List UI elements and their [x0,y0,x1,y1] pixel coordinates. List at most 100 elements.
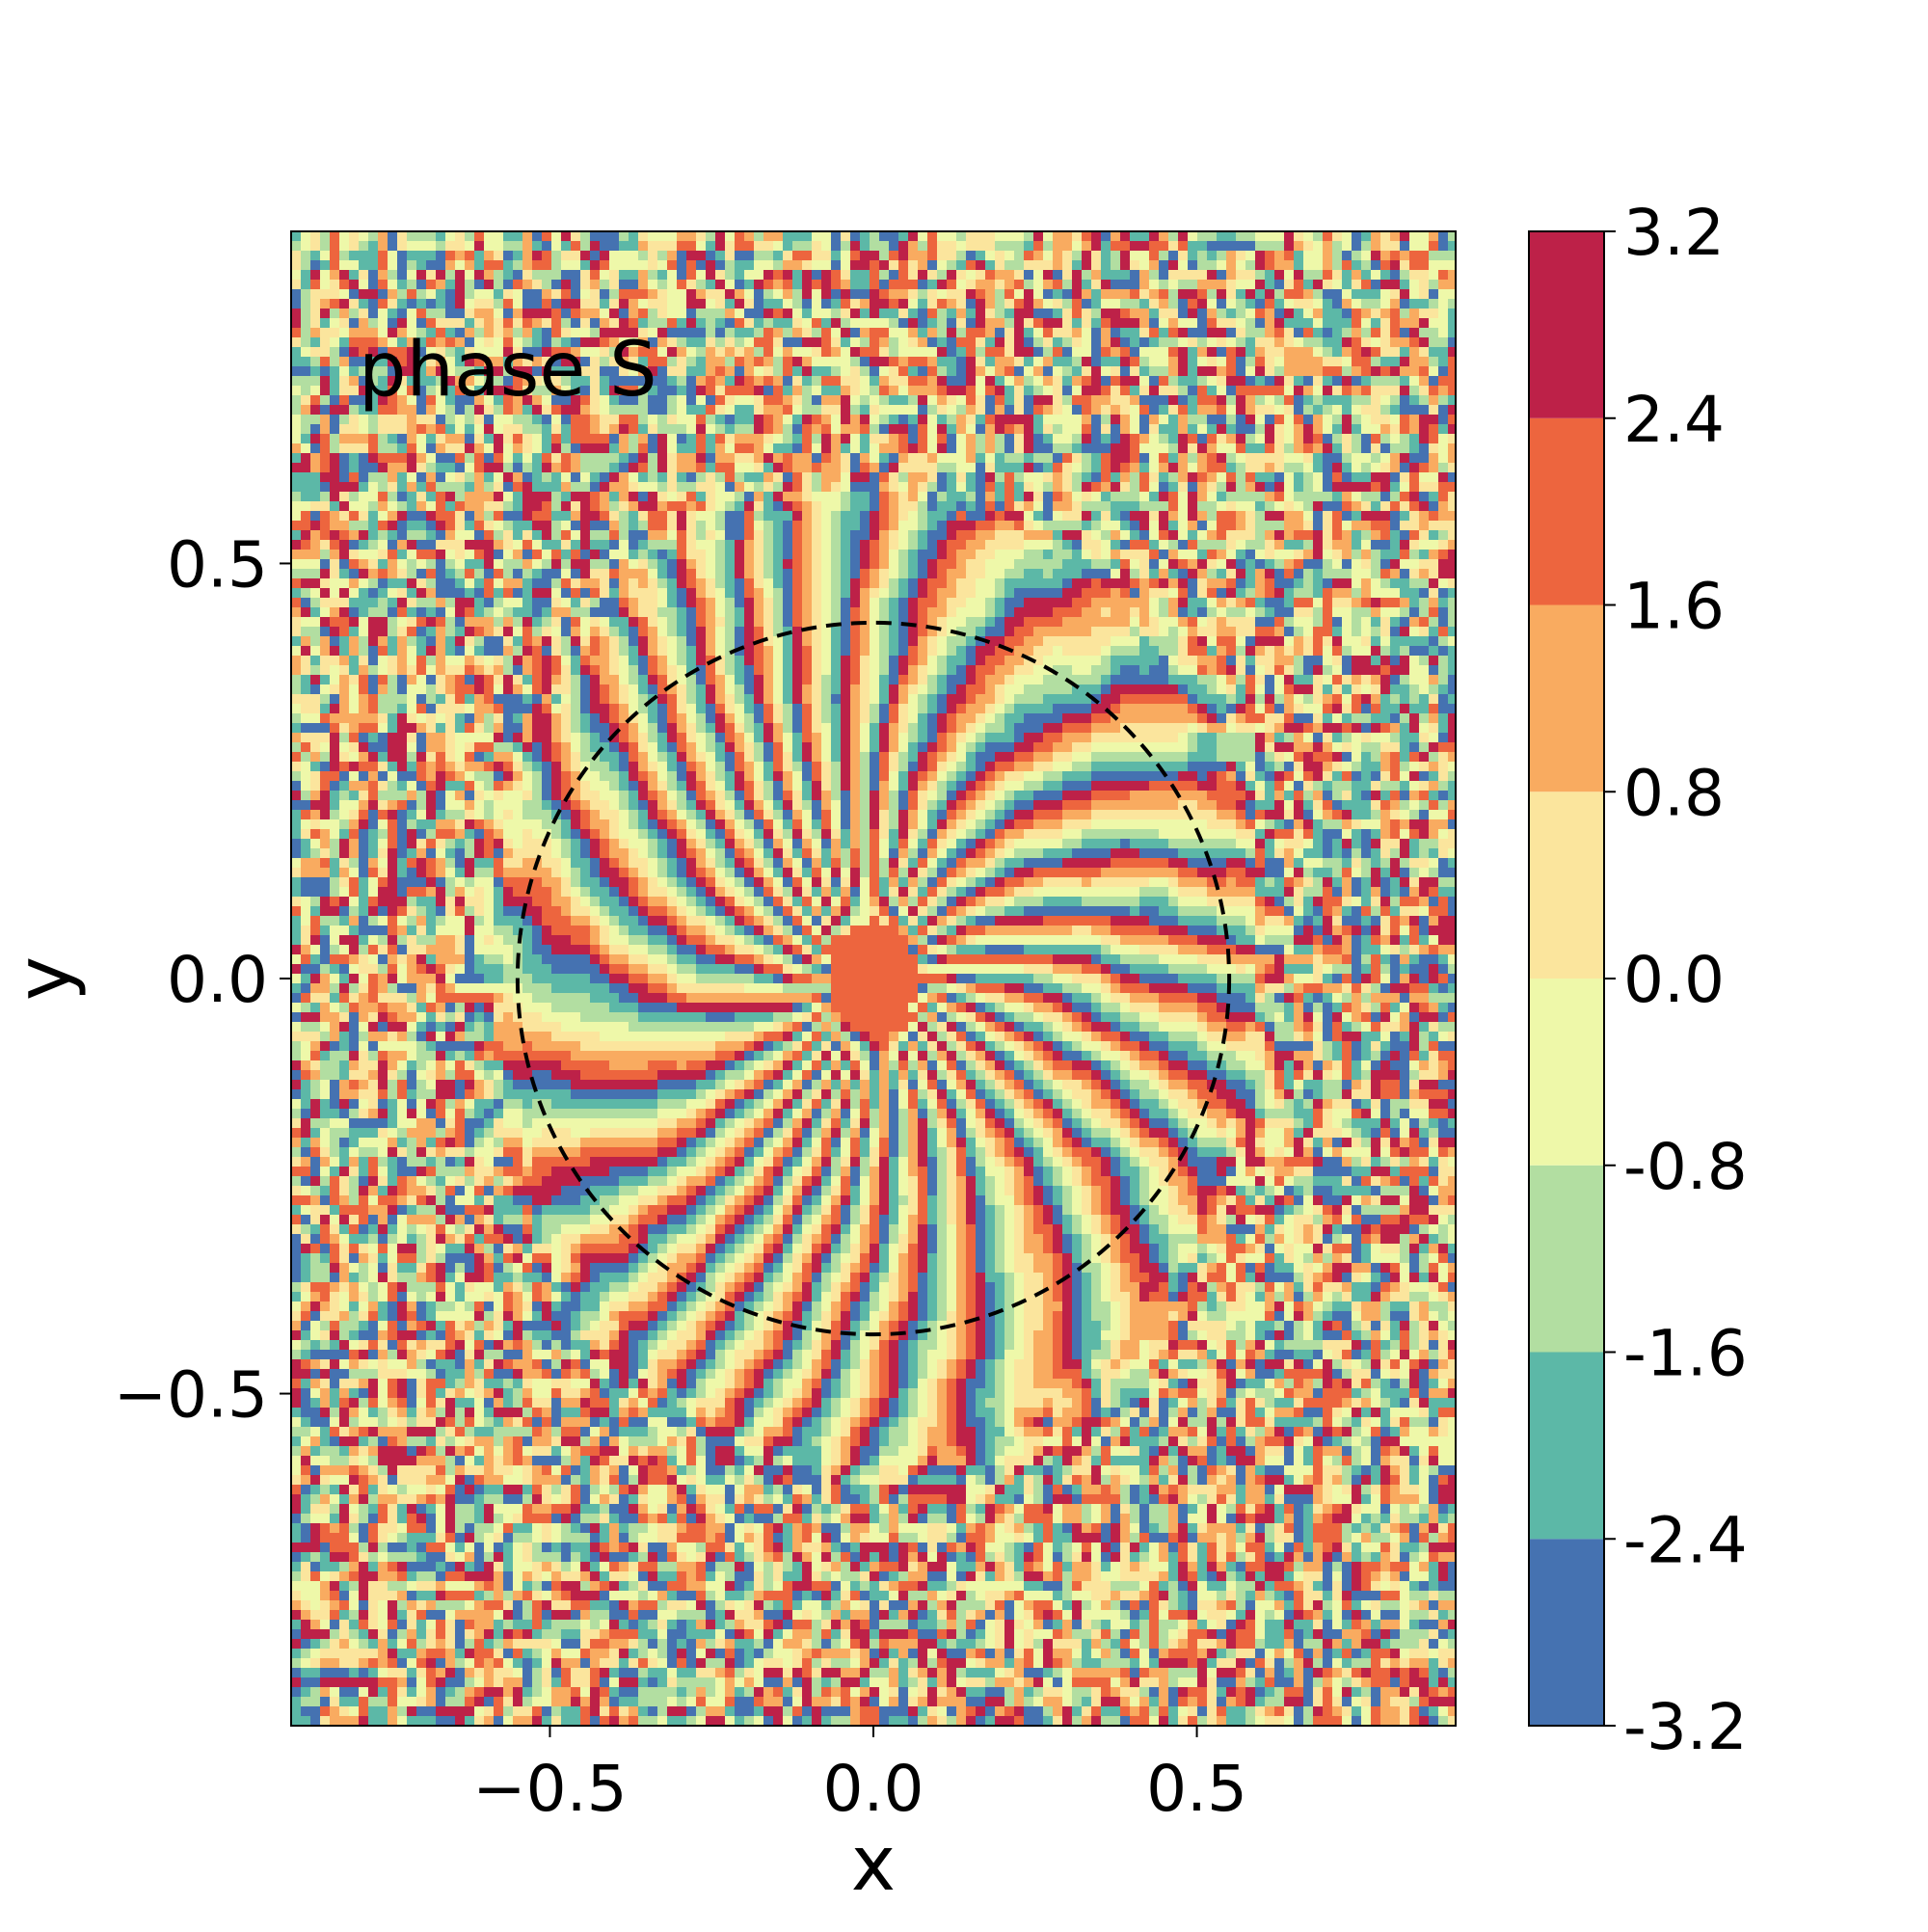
heatmap-cell [889,251,898,260]
heatmap-cell [542,540,551,550]
heatmap-cell [870,376,879,386]
heatmap-cell [1236,434,1245,443]
heatmap-cell [1400,299,1409,309]
heatmap-cell [1284,309,1294,318]
heatmap-cell [908,492,918,501]
heatmap-cell [349,627,359,636]
heatmap-cell [522,347,532,357]
heatmap-cell [474,501,484,511]
heatmap-cell [619,482,629,492]
heatmap-cell [1149,607,1159,617]
heatmap-cell [368,241,378,251]
heatmap-cell [629,607,638,617]
heatmap-cell [966,328,976,337]
heatmap-cell [1033,434,1043,443]
heatmap-cell [1033,309,1043,318]
heatmap-cell [339,405,349,415]
heatmap-cell [956,578,966,588]
heatmap-cell [1245,337,1255,347]
heatmap-cell [898,443,908,453]
heatmap-cell [1072,521,1082,530]
heatmap-cell [339,231,349,241]
heatmap-cell [609,251,619,260]
heatmap-cell [725,569,735,578]
heatmap-cell [436,405,445,415]
heatmap-cell [484,415,494,424]
heatmap-cell [330,366,339,376]
heatmap-cell [1400,270,1409,280]
heatmap-cell [1419,588,1429,598]
heatmap-cell [1130,357,1139,366]
heatmap-cell [465,569,474,578]
heatmap-cell [445,424,455,434]
heatmap-cell [561,415,571,424]
heatmap-cell [561,598,571,607]
heatmap-cell [1082,530,1091,540]
heatmap-cell [985,472,995,482]
heatmap-cell [1429,424,1438,434]
heatmap-cell [1274,607,1284,617]
heatmap-cell [667,347,677,357]
heatmap-cell [1082,434,1091,443]
heatmap-cell [1004,357,1014,366]
heatmap-cell [629,270,638,280]
heatmap-cell [1332,260,1342,270]
heatmap-cell [1111,241,1120,251]
heatmap-cell [1226,559,1236,569]
heatmap-cell [677,366,686,376]
heatmap-cell [426,530,436,540]
heatmap-cell [1303,598,1313,607]
heatmap-cell [1033,598,1043,607]
heatmap-cell [985,415,995,424]
heatmap-cell [320,366,330,376]
heatmap-cell [1265,472,1274,482]
heatmap-cell [1352,270,1361,280]
heatmap-cell [1448,530,1456,540]
heatmap-cell [330,376,339,386]
heatmap-cell [1390,472,1400,482]
heatmap-cell [1332,607,1342,617]
heatmap-cell [1178,309,1188,318]
heatmap-cell [1429,607,1438,617]
heatmap-cell [494,434,503,443]
heatmap-cell [648,251,657,260]
heatmap-cell [474,453,484,463]
heatmap-cell [349,270,359,280]
heatmap-cell [1197,598,1207,607]
heatmap-cell [1323,328,1332,337]
heatmap-cell [1429,415,1438,424]
heatmap-cell [1313,299,1323,309]
heatmap-cell [1352,366,1361,376]
heatmap-cell [465,424,474,434]
heatmap-cell [1409,366,1419,376]
heatmap-cell [773,521,783,530]
heatmap-cell [1419,530,1429,540]
heatmap-cell [1265,260,1274,270]
heatmap-cell [1371,415,1380,424]
heatmap-cell [1101,366,1111,376]
heatmap-cell [696,598,706,607]
heatmap-cell [503,627,513,636]
heatmap-cell [1062,280,1072,289]
heatmap-cell [1303,376,1313,386]
heatmap-cell [445,501,455,511]
heatmap-cell [1217,260,1226,270]
heatmap-cell [1313,376,1323,386]
heatmap-cell [1390,578,1400,588]
heatmap-cell [1120,251,1130,260]
heatmap-cell [956,231,966,241]
heatmap-cell [503,347,513,357]
heatmap-cell [397,376,407,386]
heatmap-cell [947,405,956,415]
heatmap-cell [484,337,494,347]
heatmap-cell [542,366,551,376]
heatmap-cell [474,550,484,559]
heatmap-cell [927,424,937,434]
heatmap-cell [1438,347,1448,357]
heatmap-cell [436,395,445,405]
heatmap-cell [677,569,686,578]
heatmap-cell [1043,386,1053,395]
heatmap-cell [619,395,629,405]
heatmap-cell [927,376,937,386]
heatmap-cell [831,559,841,569]
